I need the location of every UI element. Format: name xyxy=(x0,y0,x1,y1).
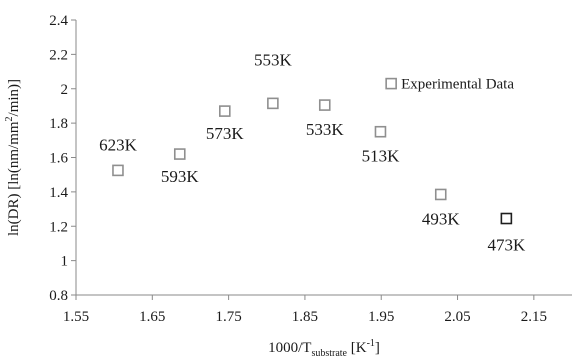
legend-label: Experimental Data xyxy=(401,77,514,93)
x-axis: 1.55 1.65 1.75 1.85 1.95 2.05 2.15 xyxy=(63,294,572,325)
data-points xyxy=(112,97,513,225)
y-axis-title-superscript: 2 xyxy=(4,116,15,121)
data-point xyxy=(112,164,124,177)
y-tick-label: 2 xyxy=(61,82,69,98)
x-tick-label: 2.15 xyxy=(521,309,547,325)
y-axis-title: ln(DR) [ln(nm/mm2/min)] xyxy=(4,79,22,236)
point-label: 473K xyxy=(487,236,526,255)
y-tick-label: 1 xyxy=(61,254,69,270)
x-tick-label: 2.05 xyxy=(444,309,470,325)
x-axis-title-unit: [K xyxy=(347,340,367,356)
y-tick-label: 2.2 xyxy=(49,47,68,63)
y-tick-label: 1.6 xyxy=(49,151,68,167)
point-label: 493K xyxy=(422,209,461,228)
point-label: 533K xyxy=(306,120,345,139)
point-label: 573K xyxy=(206,124,245,143)
x-tick-label: 1.65 xyxy=(139,309,165,325)
y-tick-label: 2.4 xyxy=(49,13,68,29)
point-label: 593K xyxy=(161,167,200,186)
data-point xyxy=(500,212,513,225)
y-tick-label: 0.8 xyxy=(49,288,68,304)
data-point xyxy=(267,97,279,110)
y-tick-label: 1.2 xyxy=(49,219,68,235)
point-label: 513K xyxy=(362,147,401,166)
data-point xyxy=(219,105,231,117)
legend: Experimental Data xyxy=(385,77,514,93)
x-axis-title-subscript: substrate xyxy=(311,348,347,359)
point-label: 623K xyxy=(99,135,138,154)
x-tick-label: 1.85 xyxy=(292,309,318,325)
point-labels: 623K 593K 573K 553K 533K 513K 493K 473K xyxy=(99,50,526,254)
y-axis-title-rest: /min)] xyxy=(6,79,22,117)
y-tick-label: 1.4 xyxy=(49,185,68,201)
x-axis-title-main: 1000/T xyxy=(268,340,311,356)
point-label: 553K xyxy=(254,50,293,69)
data-point xyxy=(173,148,186,160)
y-axis: 0.8 1 1.2 1.4 1.6 1.8 2 2.2 2.4 xyxy=(49,13,77,304)
y-tick-label: 1.8 xyxy=(49,116,68,132)
x-tick-label: 1.75 xyxy=(215,309,241,325)
x-axis-title: 1000/Tsubstrate [K-1] xyxy=(268,338,380,359)
y-axis-title-main: ln(DR) [ln(nm/mm xyxy=(6,121,22,236)
x-tick-label: 1.55 xyxy=(63,309,89,325)
data-point xyxy=(374,125,387,138)
data-point xyxy=(318,99,331,111)
data-point xyxy=(434,188,447,201)
x-axis-title-superscript: -1 xyxy=(367,338,375,349)
x-tick-label: 1.95 xyxy=(368,309,394,325)
legend-marker xyxy=(385,77,397,90)
x-axis-title-close: ] xyxy=(375,340,380,356)
